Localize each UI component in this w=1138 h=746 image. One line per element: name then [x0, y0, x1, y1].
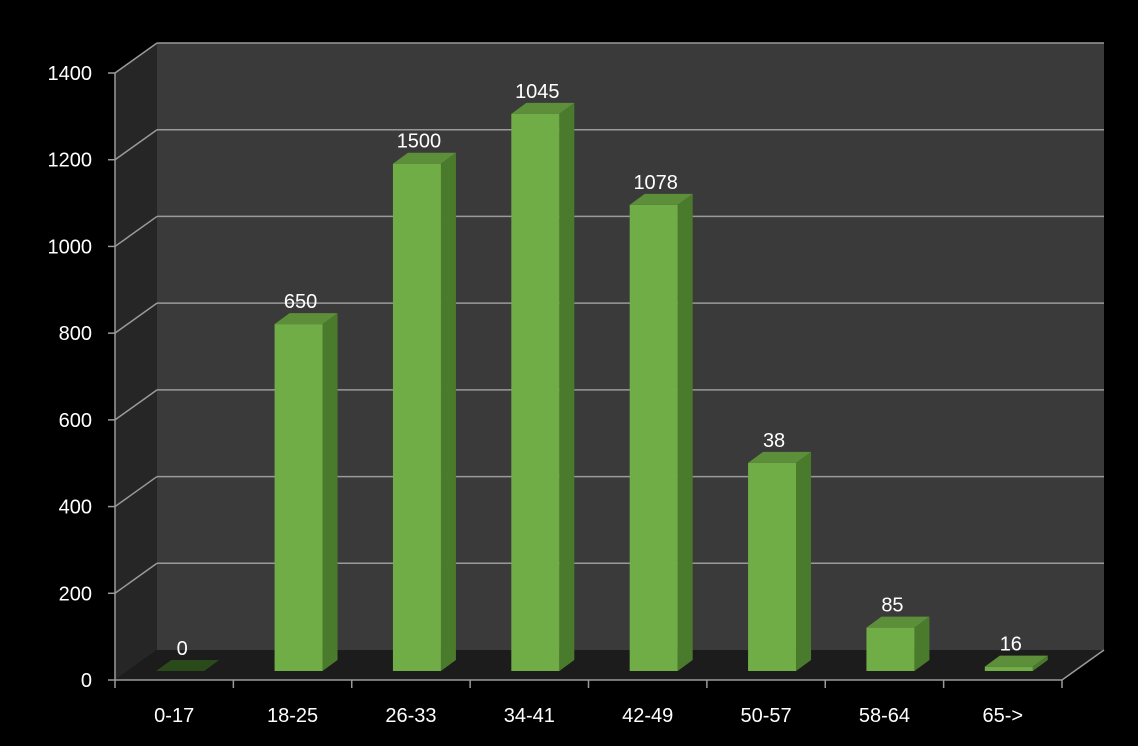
bar-top: [748, 451, 812, 463]
gridline-depth: [114, 302, 158, 334]
bar-front: [511, 113, 560, 671]
x-category-label: 26-33: [385, 705, 436, 727]
y-tick-label: 800: [59, 323, 92, 345]
labels: 0 200 400 600 800 1000 1200 1400 0 0-17 650 18-25 15…: [48, 63, 1024, 727]
bar-34-41: [511, 102, 575, 671]
bar-side: [677, 193, 693, 672]
y-tick-label: 0: [81, 670, 92, 692]
bar-side: [796, 451, 812, 671]
bar-top: [866, 616, 930, 628]
plot-walls: [115, 43, 1104, 680]
data-label: 1500: [397, 131, 442, 153]
floor-edge-line: [1061, 649, 1105, 681]
axes: [108, 72, 1105, 688]
y-tick-label: 400: [59, 497, 92, 519]
gridline-depth: [114, 42, 158, 74]
x-category-label: 50-57: [740, 705, 791, 727]
bar-side: [559, 102, 575, 671]
bar-front: [629, 204, 678, 672]
y-tick-label: 1000: [48, 236, 93, 258]
data-label: 16: [1000, 634, 1022, 656]
gridline-depth: [114, 562, 158, 594]
gridline-depth: [114, 215, 158, 248]
x-category-label: 34-41: [504, 705, 555, 727]
bar-top: [984, 655, 1048, 667]
x-category-label: 18-25: [267, 705, 318, 727]
bar-58-64: [866, 616, 930, 671]
bar-side: [440, 152, 456, 671]
data-label: 85: [881, 595, 903, 617]
bar-top: [511, 102, 575, 114]
bar-front: [984, 666, 1033, 671]
gridline-depth: [114, 475, 158, 508]
bar-side: [914, 616, 930, 671]
bar-top: [392, 152, 456, 164]
bar-front: [748, 462, 797, 671]
bars: [156, 102, 1048, 672]
bar-top: [156, 660, 220, 671]
data-label: 1045: [515, 81, 560, 103]
bar-front: [392, 163, 441, 671]
bar-0-17: [156, 660, 220, 671]
data-label: 650: [284, 291, 317, 313]
data-label: 0: [177, 638, 188, 660]
bar-26-33: [392, 152, 456, 671]
bar-42-49: [629, 193, 693, 672]
y-tick-label: 1200: [48, 150, 93, 172]
bar-50-57: [748, 451, 812, 671]
bar-top: [629, 193, 693, 205]
side-wall: [115, 43, 157, 680]
x-category-label: 65->: [983, 705, 1024, 727]
y-tick-label: 1400: [48, 63, 93, 85]
bar-side: [322, 313, 338, 671]
bar-65->: [984, 655, 1048, 671]
y-tick-label: 600: [59, 410, 92, 432]
gridline-depth: [114, 129, 158, 161]
x-category-label: 58-64: [859, 705, 910, 727]
floor: [115, 650, 1104, 680]
x-category-label: 0-17: [154, 705, 194, 727]
bar-18-25: [274, 313, 338, 671]
y-tick-label: 200: [59, 583, 92, 605]
data-label: 1078: [633, 172, 678, 194]
bar-front: [274, 324, 323, 671]
x-category-label: 42-49: [622, 705, 673, 727]
bar-front: [866, 627, 915, 671]
gridline-depth: [114, 389, 158, 421]
bar-side: [1032, 655, 1048, 671]
data-label: 38: [763, 430, 785, 452]
bar-top: [274, 313, 338, 325]
